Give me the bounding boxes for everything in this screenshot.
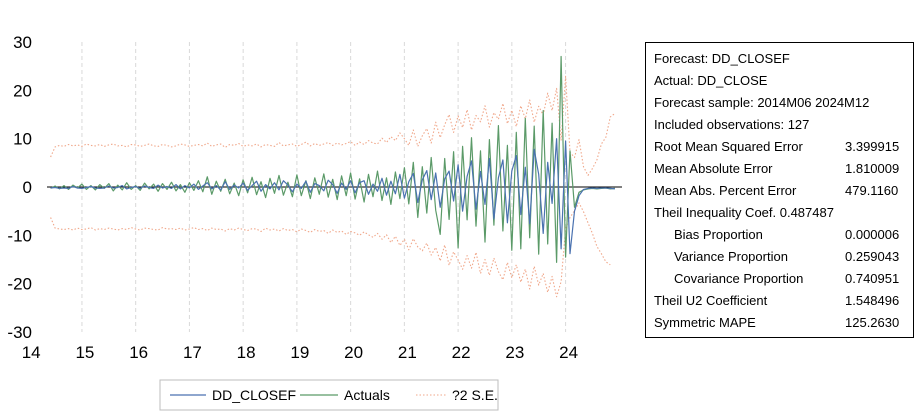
x-tick-label: 16 <box>129 343 148 362</box>
stats-label: Covariance Proportion <box>674 271 804 286</box>
stats-label: Root Mean Squared Error <box>654 139 803 154</box>
legend: DD_CLOSEF Actuals ?2 S.E. <box>159 379 499 411</box>
legend-label-dd-closef: DD_CLOSEF <box>212 387 296 403</box>
stats-forecast-sample: Forecast sample: 2014M06 2024M12 <box>654 95 870 110</box>
x-tick-label: 23 <box>505 343 524 362</box>
stats-label: Symmetric MAPE <box>654 315 756 330</box>
x-tick-label: 22 <box>452 343 471 362</box>
x-tick-label: 19 <box>290 343 309 362</box>
series-actuals <box>50 55 615 263</box>
stats-value: 479.1160 <box>845 183 899 198</box>
x-tick-label: 17 <box>183 343 202 362</box>
stats-row-theil-u2: Theil U2 Coefficient 1.548496 <box>654 290 913 312</box>
y-tick-label: -20 <box>7 275 32 294</box>
forecast-statistics-box: Forecast: DD_CLOSEF Actual: DD_CLOSE For… <box>645 42 914 338</box>
stats-value: 1.548496 <box>845 293 900 308</box>
y-tick-label: 10 <box>13 130 32 149</box>
stats-label: Theil U2 Coefficient <box>654 293 768 308</box>
stats-included-observations: Included observations: 127 <box>654 117 810 132</box>
x-tick-label: 14 <box>22 343 41 362</box>
stats-actual-name: Actual: DD_CLOSE <box>654 73 768 88</box>
stats-row-mae: Mean Absolute Error 1.810009 <box>654 158 913 180</box>
y-tick-label: -30 <box>7 323 32 342</box>
x-axis-tick-labels: 14 15 16 17 18 19 20 21 22 23 24 <box>22 343 578 362</box>
stats-row-bias-proportion: Bias Proportion 0.000006 <box>654 224 913 246</box>
legend-label-se-bands: ?2 S.E. <box>452 387 498 403</box>
series-se-lower <box>50 202 611 298</box>
stats-value: 0.259043 <box>845 249 900 264</box>
series-se-upper <box>50 75 616 176</box>
legend-label-actuals: Actuals <box>344 387 390 403</box>
vertical-gridlines <box>81 42 567 332</box>
y-tick-label: 0 <box>23 178 32 197</box>
stats-row-smape: Symmetric MAPE 125.2630 <box>654 312 913 334</box>
series-dd-closef <box>50 138 615 255</box>
x-tick-label: 20 <box>344 343 363 362</box>
x-tick-label: 21 <box>398 343 417 362</box>
y-tick-label: 20 <box>13 81 32 100</box>
stats-value: 1.810009 <box>845 161 900 176</box>
stats-row-rmse: Root Mean Squared Error 3.399915 <box>654 136 913 158</box>
stats-label: Variance Proportion <box>674 249 788 264</box>
stats-row-variance-proportion: Variance Proportion 0.259043 <box>654 246 913 268</box>
x-tick-label: 18 <box>237 343 256 362</box>
stats-label: Mean Absolute Error <box>654 161 773 176</box>
stats-value: 125.2630 <box>845 315 900 330</box>
y-tick-label: 30 <box>13 33 32 52</box>
stats-value: 0.740951 <box>845 271 900 286</box>
stats-theil-inequality: Theil Inequality Coef. 0.487487 <box>654 205 834 220</box>
stats-value: 3.399915 <box>845 139 900 154</box>
stats-row-mape: Mean Abs. Percent Error 479.1160 <box>654 180 913 202</box>
stats-value: 0.000006 <box>845 227 900 242</box>
y-axis-tick-labels: 30 20 10 0 -10 -20 -30 <box>7 33 32 342</box>
series-lines <box>50 55 616 298</box>
stats-label: Mean Abs. Percent Error <box>654 183 797 198</box>
y-tick-label: -10 <box>7 226 32 245</box>
stats-row-covariance-proportion: Covariance Proportion 0.740951 <box>654 268 913 290</box>
stats-label: Bias Proportion <box>674 227 763 242</box>
x-tick-label: 24 <box>559 343 578 362</box>
stats-forecast-name: Forecast: DD_CLOSEF <box>654 51 790 66</box>
x-tick-label: 15 <box>75 343 94 362</box>
